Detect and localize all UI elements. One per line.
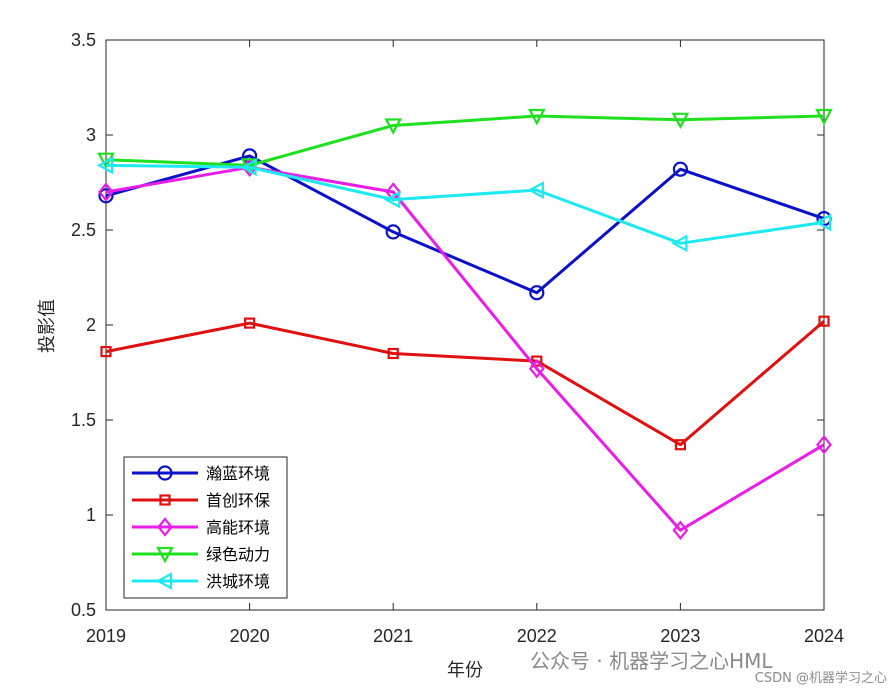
data-point-triangle-left [814, 213, 832, 232]
data-point-square [244, 317, 256, 329]
y-tick-label: 3 [86, 125, 96, 145]
data-point-circle [98, 188, 114, 204]
data-point-triangle-down [527, 108, 546, 126]
y-tick-label: 3.5 [71, 30, 96, 50]
series-line [105, 320, 825, 447]
data-point-square [159, 494, 171, 506]
data-point-triangle-left [671, 234, 688, 253]
series-layer [96, 108, 833, 540]
legend-item: 绿色动力 [132, 545, 270, 564]
credit-text: CSDN @机器学习之心 [754, 671, 887, 686]
legend-label: 瀚蓝环境 [206, 464, 270, 483]
data-point-square [387, 347, 399, 360]
data-point-triangle-down [815, 108, 833, 126]
data-point-triangle-down [156, 546, 174, 564]
x-tick-label: 2020 [230, 626, 270, 646]
legend-label: 洪城环境 [206, 572, 270, 591]
data-point-triangle-left [383, 190, 401, 209]
y-tick-label: 2 [86, 315, 96, 335]
data-point-diamond [157, 517, 173, 537]
data-point-triangle-left [240, 158, 257, 177]
x-tick-label: 2022 [517, 626, 557, 646]
data-point-square [100, 346, 112, 358]
data-point-triangle-left [96, 156, 114, 175]
series-line [105, 114, 825, 167]
series-triangle-left [96, 156, 832, 253]
data-point-triangle-down [384, 118, 403, 135]
data-point-circle [529, 285, 545, 301]
series-line [105, 165, 825, 532]
y-tick-label: 0.5 [71, 600, 96, 620]
legend-label: 绿色动力 [206, 545, 270, 564]
data-point-square [818, 315, 830, 327]
x-axis-label: 年份 [447, 660, 483, 681]
x-tick-label: 2021 [373, 626, 413, 646]
y-tick-label: 1.5 [71, 410, 96, 430]
data-point-circle [385, 224, 401, 240]
legend-item: 高能环境 [132, 517, 270, 537]
data-point-triangle-left [527, 181, 544, 199]
data-point-diamond [672, 520, 689, 540]
data-point-triangle-left [155, 572, 173, 590]
data-point-triangle-down [671, 112, 690, 130]
legend-label: 高能环境 [206, 518, 270, 537]
y-tick-label: 1 [86, 505, 96, 525]
legend-item: 洪城环境 [132, 572, 270, 591]
data-point-diamond [816, 434, 832, 455]
legend-label: 首创环保 [206, 491, 270, 510]
series-square [100, 315, 830, 451]
x-tick-label: 2023 [660, 626, 700, 646]
series-line [105, 154, 825, 295]
data-point-diamond [98, 182, 114, 202]
legend-item: 首创环保 [132, 491, 270, 510]
x-tick-label: 2019 [86, 626, 126, 646]
x-tick-label: 2024 [804, 626, 844, 646]
series-line [105, 163, 825, 245]
legend-item: 瀚蓝环境 [132, 464, 270, 483]
watermark-text: 公众号 · 机器学习之心HML [530, 649, 773, 673]
data-point-circle [157, 465, 173, 481]
y-tick-label: 2.5 [71, 220, 96, 240]
axes: 2019 2020 2021 2022 2023 2024 0.5 1 1.5 2 2.5 3 3.5 [71, 30, 844, 646]
data-point-square [674, 439, 687, 451]
data-point-diamond [528, 358, 545, 379]
y-axis-label: 投影值 [37, 299, 58, 353]
data-point-circle [672, 161, 689, 177]
